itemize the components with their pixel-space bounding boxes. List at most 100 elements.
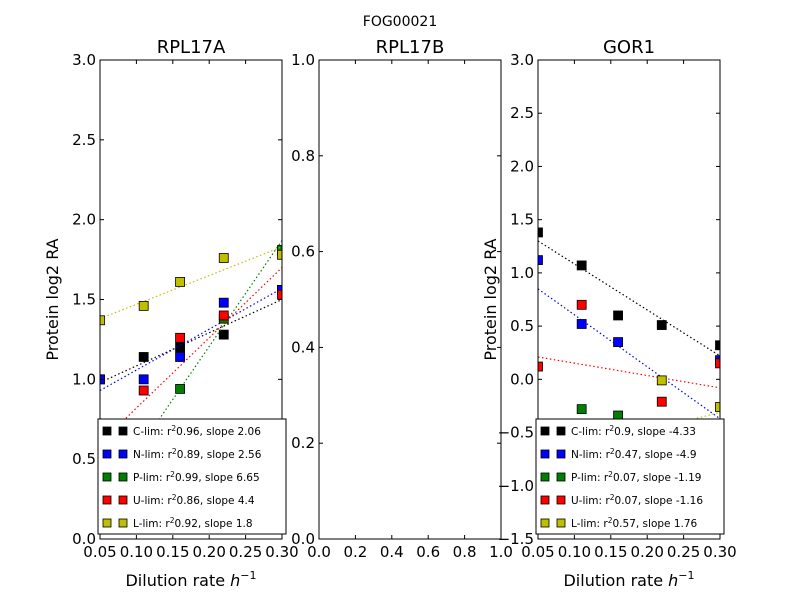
x-tick-label: 0.4: [380, 543, 404, 561]
fit-line-n: [100, 287, 282, 392]
data-point-l: [277, 249, 282, 260]
fit-line-u: [538, 356, 720, 389]
x-tick-label: 0.15: [594, 543, 627, 561]
y-tick-label: 2.5: [510, 104, 534, 122]
data-point-l: [138, 300, 149, 311]
data-point-u: [218, 310, 229, 321]
y-tick-label: −0.5: [498, 424, 534, 442]
legend-entry-l: L-lim: r20.92, slope 1.8: [102, 516, 253, 530]
subplot-2: RPL17B 0.0 0.2 0.4 0.6 0.8 1.0 0.0 0.2 0.4 0.6 0.8 1…: [291, 37, 513, 561]
data-point-c: [715, 340, 720, 351]
data-point-c: [656, 320, 667, 330]
x-tick-label: 0.30: [703, 543, 736, 561]
legend-entry-c: C-lim: r20.9, slope -4.33: [540, 424, 696, 438]
x-tick-label: 0.6: [416, 543, 440, 561]
y-tick-label: 3.0: [72, 51, 96, 69]
data-point-c: [218, 329, 229, 340]
legend-marker: [118, 426, 128, 436]
y-tick-label: 1.0: [72, 370, 96, 388]
data-point-n: [218, 297, 229, 308]
y-tick-label: 0.5: [72, 450, 96, 468]
legend-marker: [102, 449, 112, 459]
legend-label: P-lim: r20.07, slope -1.19: [571, 470, 701, 484]
data-point-c: [613, 310, 623, 321]
x-tick-label: 0.25: [667, 543, 700, 561]
x-axis-label: Dilution rate h−1: [563, 569, 694, 590]
x-tick-label: 0.10: [558, 543, 591, 561]
legend-marker: [556, 518, 566, 528]
legend-marker: [102, 472, 112, 482]
data-point-l: [218, 253, 229, 263]
y-tick-label: −1.0: [498, 477, 534, 495]
x-tick-label: 0.25: [229, 543, 262, 561]
legend-box: [535, 418, 725, 535]
legend-entry-p: P-lim: r20.99, slope 6.65: [102, 470, 260, 484]
data-point-n: [175, 352, 185, 362]
data-point-c: [175, 342, 185, 353]
legend-label: L-lim: r20.57, slope 1.76: [571, 516, 698, 530]
x-tick-label: 0.8: [453, 543, 477, 561]
x-tick-label: 0.05: [83, 543, 116, 561]
legend-label: N-lim: r20.47, slope -4.9: [571, 447, 697, 461]
figure-suptitle: FOG00021: [363, 14, 437, 30]
y-tick-label: 1.5: [510, 211, 534, 229]
data-point-u: [538, 361, 543, 372]
x-tick-label: 0.10: [120, 543, 153, 561]
plot-area: [100, 240, 282, 506]
x-tick-label: 0.2: [343, 543, 367, 561]
legend-label: N-lim: r20.89, slope 2.56: [133, 447, 262, 461]
y-tick-label: 0.5: [510, 317, 534, 335]
legend-marker: [102, 495, 112, 505]
y-tick-label: −1.5: [498, 530, 534, 548]
legend-marker: [118, 518, 128, 528]
y-tick-label: 0.0: [72, 530, 96, 548]
data-point-l: [656, 375, 667, 386]
subplot-title: GOR1: [603, 37, 655, 58]
legend-marker: [118, 472, 128, 482]
fit-line-c: [538, 240, 720, 357]
y-tick-label: 1.0: [510, 264, 534, 282]
legend-marker: [102, 426, 112, 436]
legend-marker: [540, 449, 550, 459]
data-point-p: [175, 384, 185, 394]
legend-entry-u: U-lim: r20.07, slope -1.16: [540, 493, 703, 507]
data-point-c: [138, 352, 149, 362]
legend-marker: [556, 472, 566, 482]
data-point-c: [576, 260, 587, 271]
fit-line-c: [100, 298, 282, 384]
legend-marker: [556, 495, 566, 505]
data-point-u: [656, 396, 667, 407]
legend-entry-n: N-lim: r20.89, slope 2.56: [102, 447, 262, 461]
fit-line-n: [538, 288, 720, 420]
data-point-n: [576, 319, 587, 329]
legend-marker: [540, 426, 550, 436]
y-tick-label: 2.0: [510, 157, 534, 175]
x-tick-label: 1.0: [489, 543, 513, 561]
legend-entry-u: U-lim: r20.86, slope 4.4: [102, 493, 255, 507]
legend-marker: [118, 495, 128, 505]
data-point-u: [277, 289, 282, 300]
data-point-l: [175, 277, 185, 287]
legend-marker: [556, 449, 566, 459]
y-tick-label: 0.0: [510, 370, 534, 388]
data-point-u: [576, 299, 587, 310]
x-axis-label: Dilution rate h−1: [125, 569, 256, 590]
y-tick-label: 0.0: [291, 530, 315, 548]
y-tick-label: 0.4: [291, 338, 315, 356]
data-point-n: [538, 255, 543, 266]
subplot-title: RPL17A: [157, 37, 226, 58]
data-point-c: [538, 227, 543, 238]
legend-label: C-lim: r20.9, slope -4.33: [571, 424, 696, 438]
legend-marker: [540, 518, 550, 528]
legend-entry-l: L-lim: r20.57, slope 1.76: [540, 516, 698, 530]
legend-label: U-lim: r20.07, slope -1.16: [571, 493, 703, 507]
x-tick-label: 0.30: [265, 543, 298, 561]
y-tick-label: 2.5: [72, 131, 96, 149]
y-tick-label: 0.6: [291, 243, 315, 261]
legend-label: C-lim: r20.96, slope 2.06: [133, 424, 261, 438]
subplot-3: GOR1 0.05 0.10 0.15 0.20 0.25 0.30 −1.5 −1.0 −0.5…: [481, 37, 737, 590]
subplot-1: RPL17A 0.05 0.10 0.15 0.20 0.25 0.30 0.0 0.5 1.0 1…: [43, 37, 299, 590]
y-tick-label: 1.0: [291, 51, 315, 69]
